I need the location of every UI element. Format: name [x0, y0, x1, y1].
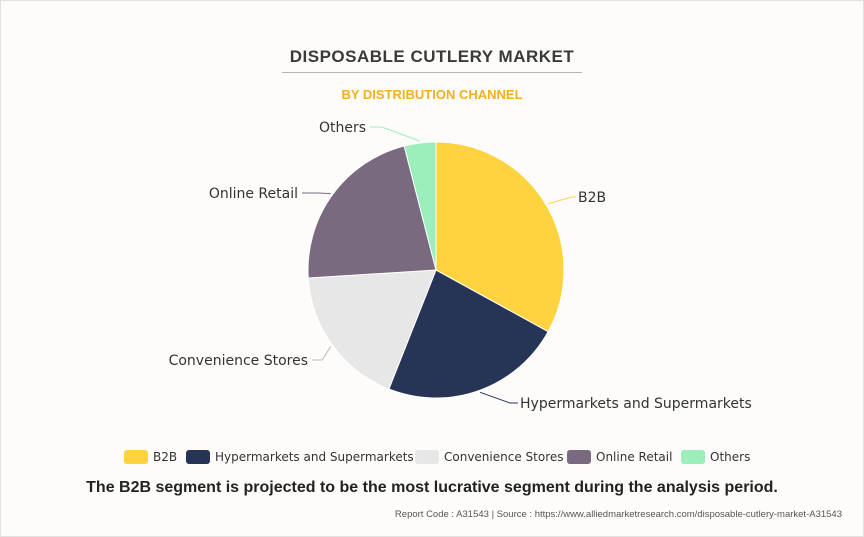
- slice-label-others: Others: [319, 120, 366, 136]
- report-credits: Report Code : A31543 | Source : https://…: [394, 509, 842, 520]
- slice-label-hypermarkets-and-supermarkets: Hypermarkets and Supermarkets: [520, 396, 752, 412]
- pie-slice-convenience-stores[interactable]: [307, 269, 437, 390]
- pie-slice-hypermarkets-and-supermarkets[interactable]: [388, 269, 549, 399]
- pie-slice-others[interactable]: [403, 141, 437, 271]
- legend-label-others: Others: [710, 450, 750, 464]
- legend-swatch-others: [681, 450, 705, 464]
- leader-line-others: [370, 126, 420, 142]
- legend-swatch-hypermarkets-and-supermarkets: [186, 450, 210, 464]
- legend-item-convenience-stores[interactable]: Convenience Stores: [415, 450, 564, 464]
- chart-title: DISPOSABLE CUTLERY MARKET: [289, 47, 575, 66]
- legend-label-hypermarkets-and-supermarkets: Hypermarkets and Supermarkets: [215, 450, 414, 464]
- legend-label-convenience-stores: Convenience Stores: [444, 450, 564, 464]
- pie-slice-b2b[interactable]: [435, 141, 565, 333]
- slice-label-online-retail: Online Retail: [209, 186, 298, 202]
- leader-line-convenience-stores: [312, 346, 332, 361]
- slice-label-b2b: B2B: [578, 190, 606, 206]
- legend-swatch-convenience-stores: [415, 450, 439, 464]
- slice-label-convenience-stores: Convenience Stores: [169, 353, 308, 369]
- chart-footnote: The B2B segment is projected to be the m…: [86, 479, 778, 496]
- leader-line-b2b: [547, 196, 576, 205]
- pie-slice-online-retail[interactable]: [307, 145, 437, 279]
- chart-subtitle: BY DISTRIBUTION CHANNEL: [341, 87, 523, 102]
- legend-swatch-online-retail: [567, 450, 591, 464]
- leader-line-hypermarkets-and-supermarkets: [479, 391, 518, 404]
- legend-label-b2b: B2B: [153, 450, 177, 464]
- legend-item-hypermarkets-and-supermarkets[interactable]: Hypermarkets and Supermarkets: [186, 450, 414, 464]
- legend-item-b2b[interactable]: B2B: [124, 450, 177, 464]
- leader-line-online-retail: [302, 192, 331, 195]
- legend-swatch-b2b: [124, 450, 148, 464]
- legend-item-others[interactable]: Others: [681, 450, 750, 464]
- legend-item-online-retail[interactable]: Online Retail: [567, 450, 672, 464]
- title-divider: [282, 72, 582, 73]
- legend-label-online-retail: Online Retail: [596, 450, 672, 464]
